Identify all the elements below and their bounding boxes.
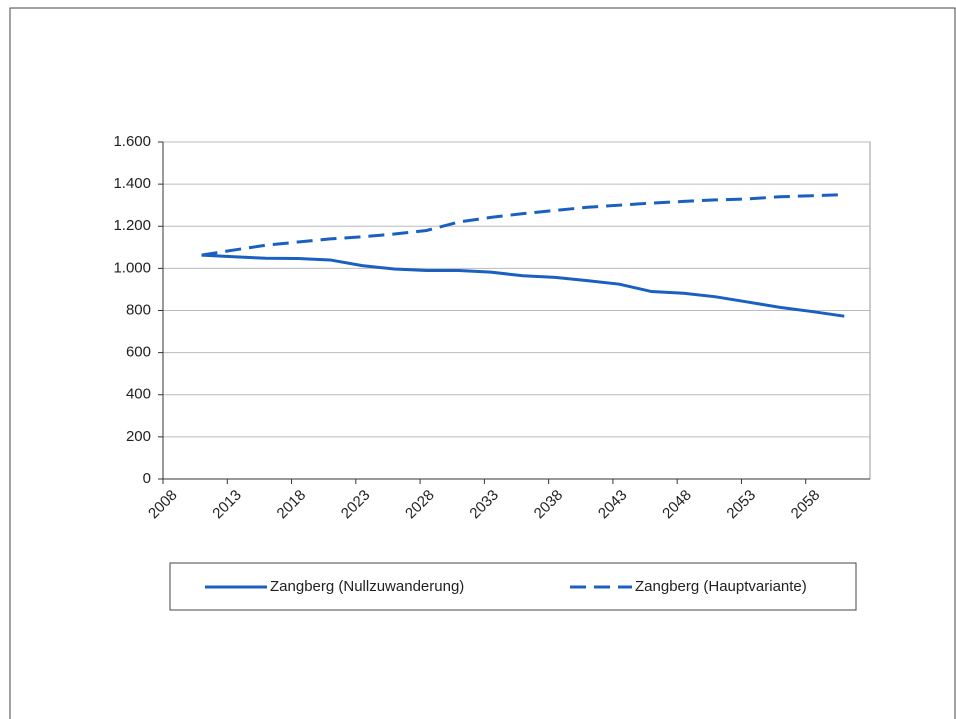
x-tick-label: 2048 (659, 487, 695, 523)
y-tick-label: 400 (126, 386, 151, 403)
y-tick-label: 800 (126, 301, 151, 318)
x-tick-label: 2043 (595, 487, 631, 523)
y-tick-label: 1.600 (113, 133, 151, 150)
data-line (201, 253, 845, 318)
y-tick-label: 1.200 (113, 217, 151, 234)
x-tick-label: 2053 (723, 487, 759, 523)
legend-box (169, 562, 857, 611)
x-tick-label: 2008 (145, 487, 181, 523)
y-tick-label: 600 (126, 344, 151, 361)
legend-label: Zangberg (Nullzuwanderung) (270, 578, 464, 595)
x-tick-label: 2028 (402, 487, 438, 523)
y-tick-label: 1.000 (113, 259, 151, 276)
y-tick-label: 1.400 (113, 175, 151, 192)
x-tick-label: 2013 (209, 487, 245, 523)
y-tick-label: 0 (143, 470, 151, 487)
legend-label: Zangberg (Hauptvariante) (635, 578, 807, 595)
legend (169, 562, 857, 611)
x-tick-label: 2018 (274, 487, 310, 523)
x-tick-label: 2033 (466, 487, 502, 523)
y-tick-label: 200 (126, 428, 151, 445)
x-tick-label: 2023 (338, 487, 374, 523)
chart-frame (9, 7, 956, 719)
x-tick-label: 2038 (531, 487, 567, 523)
data-line (201, 193, 845, 257)
x-tick-label: 2058 (788, 487, 824, 523)
